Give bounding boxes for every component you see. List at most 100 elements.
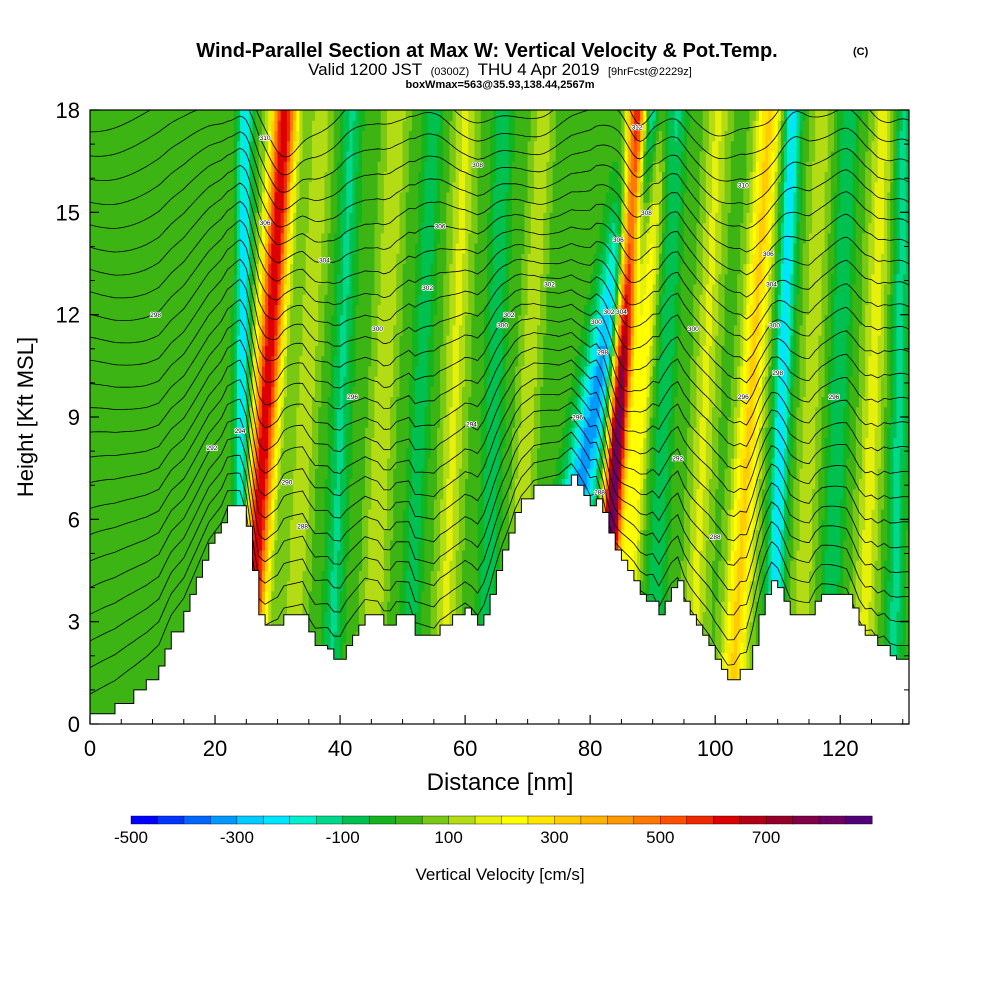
velocity-cell	[346, 273, 351, 285]
velocity-cell	[161, 611, 166, 623]
velocity-cell	[177, 365, 182, 377]
velocity-cell	[193, 376, 197, 387]
velocity-cell	[308, 560, 313, 572]
velocity-cell	[286, 570, 291, 582]
velocity-cell	[240, 273, 244, 285]
velocity-cell	[324, 212, 329, 224]
velocity-cell	[196, 519, 201, 531]
velocity-cell	[102, 324, 107, 336]
velocity-cell	[186, 314, 191, 326]
velocity-cell	[161, 263, 166, 275]
velocity-cell	[230, 365, 235, 377]
velocity-cell	[143, 232, 147, 244]
velocity-cell	[305, 191, 310, 203]
velocity-cell	[255, 386, 260, 398]
velocity-cell	[268, 570, 272, 582]
velocity-cell	[202, 365, 207, 377]
velocity-cell	[327, 314, 332, 326]
velocity-cell	[140, 263, 144, 275]
velocity-cell	[161, 171, 166, 183]
velocity-cell	[196, 396, 201, 408]
velocity-cell	[302, 191, 307, 203]
velocity-cell	[149, 672, 154, 684]
velocity-cell	[261, 212, 266, 224]
velocity-cell	[318, 509, 322, 520]
velocity-cell	[90, 304, 94, 316]
velocity-cell	[199, 519, 204, 531]
velocity-cell	[308, 130, 313, 142]
velocity-cell	[171, 376, 175, 387]
velocity-cell	[205, 150, 210, 162]
velocity-cell	[233, 181, 238, 193]
velocity-cell	[293, 314, 297, 326]
velocity-cell	[155, 263, 160, 275]
velocity-cell	[133, 621, 138, 633]
velocity-cell	[274, 202, 279, 213]
velocity-cell	[290, 488, 294, 500]
velocity-cell	[208, 314, 213, 326]
velocity-cell	[246, 406, 251, 418]
velocity-cell	[258, 273, 263, 285]
velocity-cell	[171, 130, 175, 142]
velocity-cell	[302, 130, 307, 142]
velocity-cell	[308, 110, 313, 121]
velocity-cell	[193, 457, 197, 469]
velocity-cell	[346, 161, 351, 172]
velocity-cell	[236, 488, 241, 500]
velocity-cell	[124, 672, 129, 684]
velocity-cell	[108, 406, 113, 418]
velocity-cell	[136, 457, 141, 469]
velocity-cell	[177, 488, 182, 500]
velocity-cell	[280, 468, 285, 479]
velocity-cell	[208, 509, 213, 520]
velocity-cell	[236, 417, 241, 428]
velocity-cell	[218, 232, 222, 244]
velocity-cell	[318, 550, 322, 561]
velocity-cell	[246, 396, 251, 408]
velocity-cell	[283, 376, 288, 387]
velocity-cell	[193, 478, 197, 490]
velocity-cell	[318, 621, 322, 633]
velocity-cell	[268, 283, 272, 295]
velocity-cell	[108, 672, 113, 684]
velocity-cell	[255, 488, 260, 500]
velocity-cell	[168, 355, 172, 367]
velocity-cell	[118, 437, 122, 449]
velocity-cell	[165, 457, 169, 469]
velocity-cell	[186, 283, 191, 295]
velocity-cell	[127, 631, 132, 643]
velocity-cell	[343, 580, 347, 592]
velocity-cell	[193, 324, 197, 336]
velocity-cell	[133, 550, 138, 561]
velocity-cell	[193, 294, 197, 306]
velocity-cell	[252, 120, 257, 132]
velocity-cell	[161, 590, 166, 602]
velocity-cell	[336, 560, 341, 572]
velocity-cell	[199, 437, 204, 449]
velocity-cell	[96, 498, 100, 510]
velocity-cell	[211, 140, 216, 152]
velocity-cell	[240, 232, 244, 244]
velocity-cell	[315, 130, 319, 142]
velocity-cell	[161, 222, 166, 234]
velocity-cell	[105, 253, 110, 265]
velocity-cell	[96, 488, 100, 500]
velocity-cell	[186, 120, 191, 132]
velocity-cell	[127, 161, 132, 172]
velocity-cell	[190, 406, 194, 418]
velocity-cell	[252, 417, 257, 428]
velocity-cell	[121, 509, 125, 520]
velocity-cell	[165, 570, 169, 582]
velocity-cell	[136, 273, 141, 285]
velocity-cell	[199, 345, 204, 357]
velocity-cell	[99, 539, 104, 551]
velocity-cell	[208, 488, 213, 500]
velocity-cell	[155, 304, 160, 316]
velocity-cell	[227, 110, 232, 121]
velocity-cell	[311, 611, 316, 623]
velocity-cell	[96, 539, 100, 551]
velocity-cell	[318, 314, 322, 326]
velocity-cell	[127, 263, 132, 275]
velocity-cell	[296, 498, 301, 510]
velocity-cell	[265, 355, 269, 367]
